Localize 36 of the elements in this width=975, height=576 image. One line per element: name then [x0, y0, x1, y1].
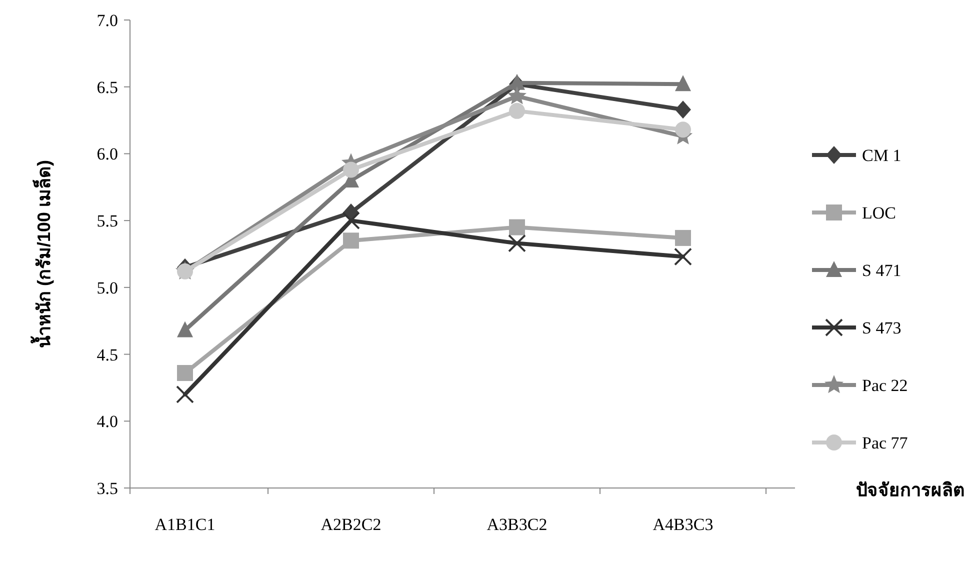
point	[177, 365, 193, 382]
point	[675, 122, 691, 138]
x-axis-title: ปัจจัยการผลิต	[856, 480, 965, 500]
y-tick-label: 4.5	[96, 345, 118, 364]
point	[509, 102, 525, 119]
y-tick-label: 5.0	[96, 278, 118, 298]
point	[177, 321, 193, 338]
legend-label: S 473	[862, 318, 902, 338]
point	[674, 248, 692, 266]
point	[343, 162, 359, 178]
y-tick-label: 4.0	[96, 412, 118, 432]
legend-label: Pac 22	[862, 376, 908, 395]
point	[507, 86, 527, 104]
x-tick-label: A2B2C2	[320, 515, 382, 534]
y-axis-title: น้ำหนัก (กรัม/100 เมล็ด)	[30, 160, 54, 348]
point	[675, 100, 691, 119]
point	[508, 234, 526, 252]
legend-label: Pac 77	[862, 434, 908, 452]
y-tick-label: 5.5	[96, 212, 118, 231]
legend-label: S 471	[862, 261, 902, 280]
x-tick-label: A4B3C3	[652, 515, 714, 534]
point	[675, 75, 691, 92]
legend-label: LOC	[862, 204, 896, 222]
y-tick-label: 7.0	[96, 11, 118, 30]
point	[675, 230, 691, 246]
point	[342, 212, 360, 230]
point	[509, 74, 525, 90]
point	[509, 219, 525, 236]
point	[176, 385, 194, 404]
y-tick-label: 6.0	[96, 144, 118, 164]
point	[343, 232, 359, 249]
x-tick-label: A1B1C1	[154, 515, 216, 534]
legend-label: CM 1	[862, 146, 902, 165]
x-tick-label: A3B3C2	[486, 515, 548, 534]
y-tick-label: 3.5	[96, 479, 118, 498]
y-tick-label: 6.5	[96, 78, 118, 97]
